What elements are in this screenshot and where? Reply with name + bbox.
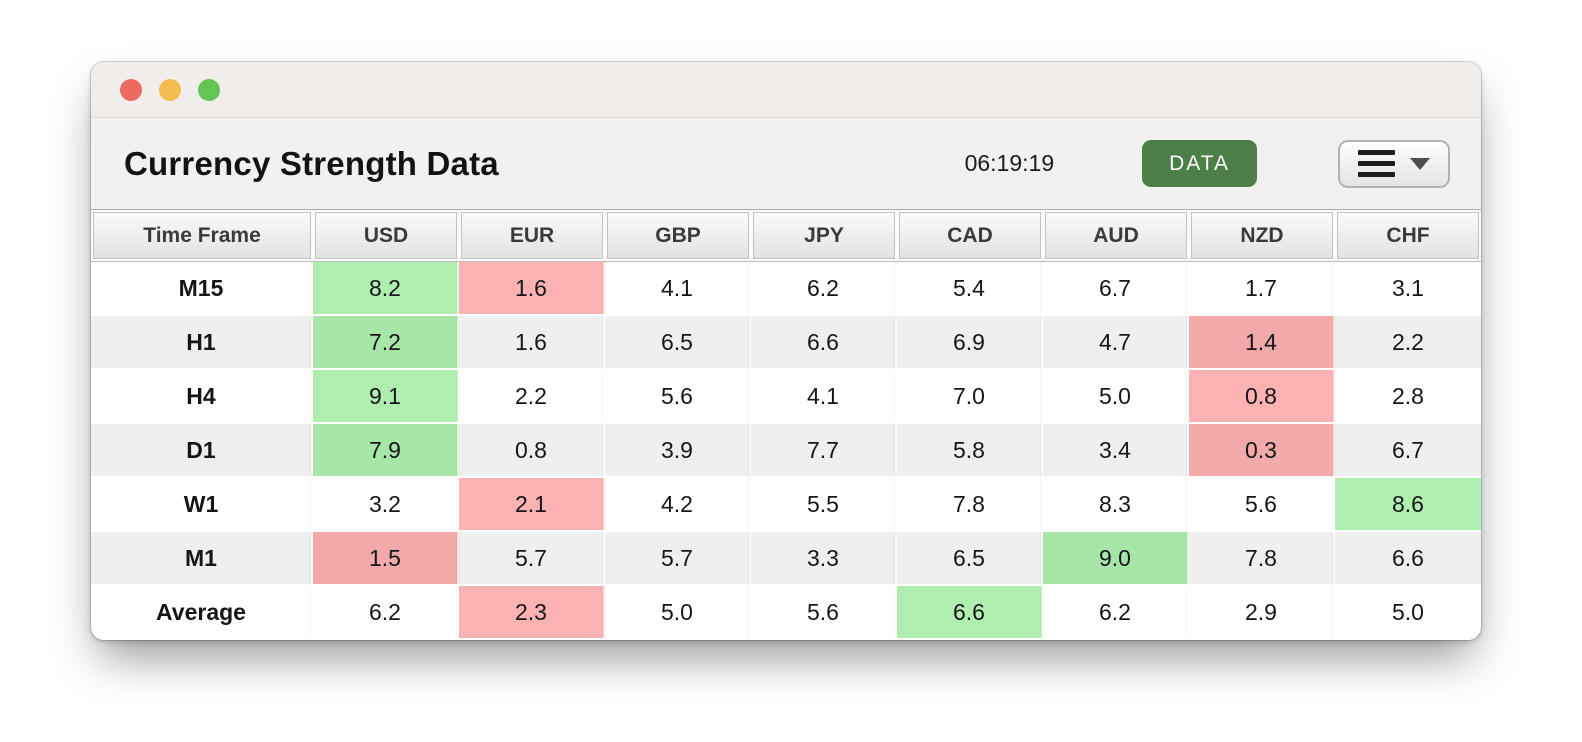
column-header-gbp[interactable]: GBP	[607, 212, 749, 259]
cell-average-nzd: 2.9	[1189, 586, 1335, 640]
cell-m15-cad: 5.4	[897, 262, 1043, 316]
cell-m15-jpy: 6.2	[751, 262, 897, 316]
cell-h4-nzd: 0.8	[1189, 370, 1335, 424]
toolbar: Currency Strength Data 06:19:19 DATA	[91, 118, 1481, 210]
row-label: Average	[91, 586, 313, 640]
row-label: D1	[91, 424, 313, 478]
row-label: H1	[91, 316, 313, 370]
cell-m15-gbp: 4.1	[605, 262, 751, 316]
column-header-time-frame[interactable]: Time Frame	[93, 212, 311, 259]
cell-average-chf: 5.0	[1335, 586, 1481, 640]
page-title: Currency Strength Data	[124, 144, 499, 182]
cell-h4-eur: 2.2	[459, 370, 605, 424]
column-header-aud[interactable]: AUD	[1045, 212, 1187, 259]
cell-w1-usd: 3.2	[313, 478, 459, 532]
cell-h1-usd: 7.2	[313, 316, 459, 370]
zoom-button[interactable]	[198, 78, 220, 101]
table-header-row: Time Frame USD EUR GBP JPY CAD AUD NZD CHF	[91, 210, 1481, 262]
close-button[interactable]	[120, 78, 142, 101]
cell-average-eur: 2.3	[459, 586, 605, 640]
cell-h1-nzd: 1.4	[1189, 316, 1335, 370]
cell-d1-eur: 0.8	[459, 424, 605, 478]
cell-w1-aud: 8.3	[1043, 478, 1189, 532]
column-header-usd[interactable]: USD	[315, 212, 457, 259]
column-header-eur[interactable]: EUR	[461, 212, 603, 259]
cell-h1-aud: 4.7	[1043, 316, 1189, 370]
cell-d1-jpy: 7.7	[751, 424, 897, 478]
cell-average-jpy: 5.6	[751, 586, 897, 640]
cell-w1-gbp: 4.2	[605, 478, 751, 532]
cell-d1-usd: 7.9	[313, 424, 459, 478]
table-row-d1: D1 7.9 0.8 3.9 7.7 5.8 3.4 0.3 6.7	[91, 424, 1481, 478]
menu-dropdown-button[interactable]	[1338, 139, 1450, 188]
clock-display: 06:19:19	[964, 150, 1055, 176]
row-label: M1	[91, 532, 313, 586]
chevron-down-icon	[1410, 157, 1430, 170]
cell-m1-eur: 5.7	[459, 532, 605, 586]
row-label: H4	[91, 370, 313, 424]
cell-h4-gbp: 5.6	[605, 370, 751, 424]
cell-d1-chf: 6.7	[1335, 424, 1481, 478]
row-label: M15	[91, 262, 313, 316]
data-button[interactable]: DATA	[1142, 140, 1257, 187]
cell-average-cad: 6.6	[897, 586, 1043, 640]
cell-m15-chf: 3.1	[1335, 262, 1481, 316]
cell-m15-eur: 1.6	[459, 262, 605, 316]
app-window: Currency Strength Data 06:19:19 DATA Tim…	[91, 62, 1481, 640]
table-row-average: Average 6.2 2.3 5.0 5.6 6.6 6.2 2.9 5.0	[91, 586, 1481, 640]
cell-average-usd: 6.2	[313, 586, 459, 640]
column-header-jpy[interactable]: JPY	[753, 212, 895, 259]
cell-d1-aud: 3.4	[1043, 424, 1189, 478]
cell-m15-nzd: 1.7	[1189, 262, 1335, 316]
table-body: M15 8.2 1.6 4.1 6.2 5.4 6.7 1.7 3.1 H1 7.2 1.6 6.5 6.…	[91, 262, 1481, 640]
cell-h1-chf: 2.2	[1335, 316, 1481, 370]
cell-h1-eur: 1.6	[459, 316, 605, 370]
table-row-w1: W1 3.2 2.1 4.2 5.5 7.8 8.3 5.6 8.6	[91, 478, 1481, 532]
cell-h4-cad: 7.0	[897, 370, 1043, 424]
cell-m1-nzd: 7.8	[1189, 532, 1335, 586]
cell-m1-aud: 9.0	[1043, 532, 1189, 586]
cell-h4-usd: 9.1	[313, 370, 459, 424]
table-row-h1: H1 7.2 1.6 6.5 6.6 6.9 4.7 1.4 2.2	[91, 316, 1481, 370]
cell-m1-cad: 6.5	[897, 532, 1043, 586]
cell-average-gbp: 5.0	[605, 586, 751, 640]
column-header-chf[interactable]: CHF	[1337, 212, 1479, 259]
column-header-nzd[interactable]: NZD	[1191, 212, 1333, 259]
cell-w1-cad: 7.8	[897, 478, 1043, 532]
cell-m1-chf: 6.6	[1335, 532, 1481, 586]
titlebar	[91, 62, 1481, 118]
cell-h1-cad: 6.9	[897, 316, 1043, 370]
cell-w1-jpy: 5.5	[751, 478, 897, 532]
cell-average-aud: 6.2	[1043, 586, 1189, 640]
cell-h1-jpy: 6.6	[751, 316, 897, 370]
cell-h4-jpy: 4.1	[751, 370, 897, 424]
cell-m15-usd: 8.2	[313, 262, 459, 316]
cell-d1-gbp: 3.9	[605, 424, 751, 478]
cell-w1-chf: 8.6	[1335, 478, 1481, 532]
minimize-button[interactable]	[159, 78, 181, 101]
cell-m1-usd: 1.5	[313, 532, 459, 586]
cell-h4-aud: 5.0	[1043, 370, 1189, 424]
table-row-m15: M15 8.2 1.6 4.1 6.2 5.4 6.7 1.7 3.1	[91, 262, 1481, 316]
row-label: W1	[91, 478, 313, 532]
hamburger-icon	[1358, 150, 1395, 177]
cell-d1-nzd: 0.3	[1189, 424, 1335, 478]
table-row-m1: M1 1.5 5.7 5.7 3.3 6.5 9.0 7.8 6.6	[91, 532, 1481, 586]
cell-w1-eur: 2.1	[459, 478, 605, 532]
cell-w1-nzd: 5.6	[1189, 478, 1335, 532]
column-header-cad[interactable]: CAD	[899, 212, 1041, 259]
table-row-h4: H4 9.1 2.2 5.6 4.1 7.0 5.0 0.8 2.8	[91, 370, 1481, 424]
cell-m1-jpy: 3.3	[751, 532, 897, 586]
cell-m1-gbp: 5.7	[605, 532, 751, 586]
cell-d1-cad: 5.8	[897, 424, 1043, 478]
cell-m15-aud: 6.7	[1043, 262, 1189, 316]
cell-h4-chf: 2.8	[1335, 370, 1481, 424]
cell-h1-gbp: 6.5	[605, 316, 751, 370]
